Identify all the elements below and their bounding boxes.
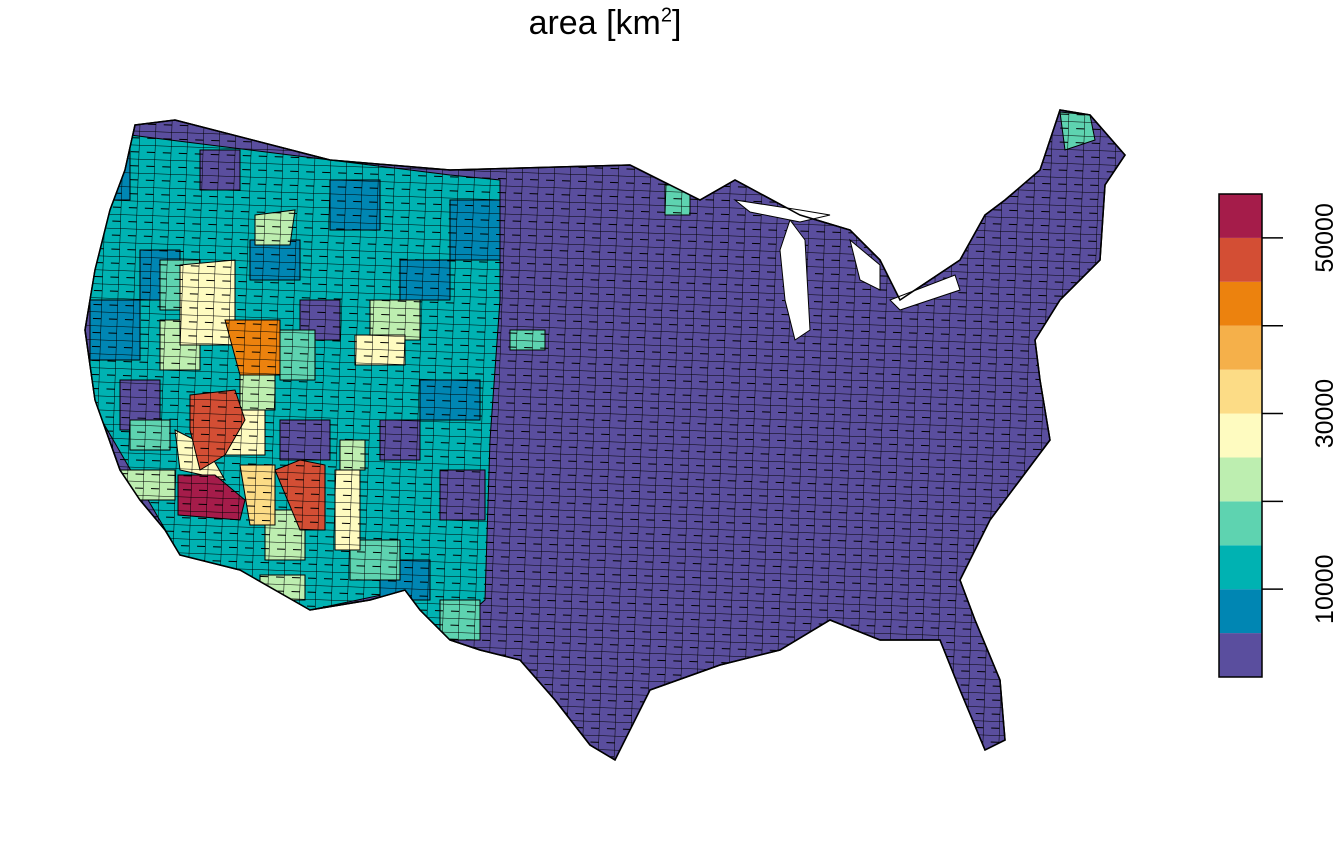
us-border — [84, 109, 1126, 762]
legend-bin — [1219, 589, 1262, 634]
legend-tick-label: 50000 — [1311, 203, 1339, 273]
legend-bin — [1219, 457, 1262, 502]
legend-bin — [1219, 325, 1262, 370]
legend-bin — [1219, 633, 1262, 677]
legend-bin — [1219, 281, 1262, 326]
map-title: area [km2] — [528, 4, 682, 42]
legend-tick-label: 30000 — [1311, 379, 1339, 449]
legend: 10000 30000 50000 — [1218, 193, 1339, 678]
great-lakes — [733, 199, 961, 341]
legend-bin — [1219, 501, 1262, 546]
lake — [889, 274, 961, 311]
legend-tick-label: 10000 — [1311, 554, 1339, 624]
legend-bin — [1219, 194, 1262, 238]
legend-bin — [1219, 413, 1262, 458]
legend-bin — [1219, 369, 1262, 414]
legend-bin — [1219, 237, 1262, 282]
legend-bin — [1219, 545, 1262, 590]
legend-frame — [1218, 193, 1263, 678]
lake — [779, 218, 811, 341]
lake — [849, 238, 881, 291]
